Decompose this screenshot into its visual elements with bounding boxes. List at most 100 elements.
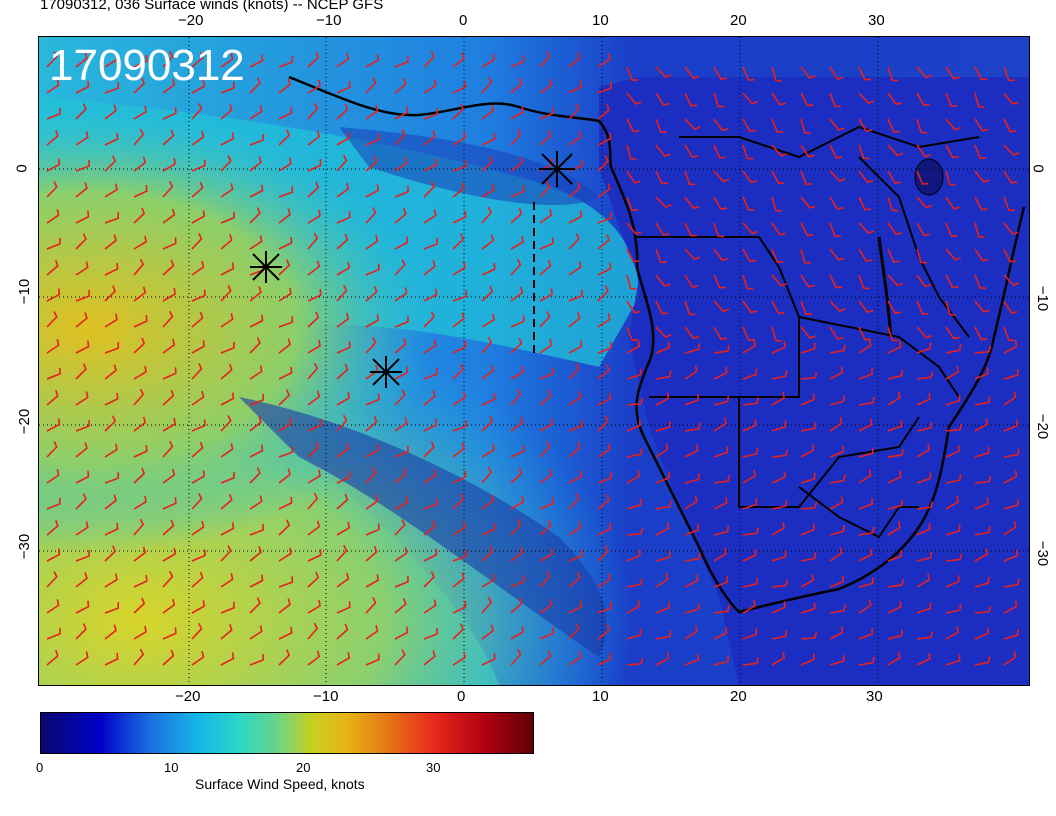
wind-barb (684, 300, 696, 316)
wind-barb (945, 66, 960, 80)
wind-barb (249, 416, 262, 432)
wind-barb (394, 106, 409, 120)
wind-barb (887, 144, 904, 157)
wind-barb (713, 366, 728, 380)
wind-barb (1003, 144, 1020, 157)
wind-barb (423, 130, 436, 146)
wind-barb (452, 600, 467, 614)
wind-barb (858, 526, 875, 536)
wind-barb (133, 337, 146, 354)
wind-barb (684, 170, 696, 186)
wind-barb (742, 527, 760, 536)
wind-barb (365, 285, 378, 302)
wind-barb (249, 467, 261, 484)
wind-barb (133, 648, 145, 666)
wind-barb (858, 326, 871, 341)
wind-barb (945, 524, 961, 536)
wind-barb (539, 259, 552, 276)
wind-barb (46, 260, 59, 276)
wind-barb (829, 525, 845, 536)
wind-barb (684, 365, 698, 380)
wind-barb (278, 576, 294, 588)
wind-barb (713, 395, 730, 406)
wind-barb (887, 66, 899, 82)
wind-barb (655, 421, 671, 432)
wind-barb (104, 234, 117, 250)
wind-barb (742, 469, 756, 484)
wind-barb (597, 155, 609, 172)
wind-barb (75, 182, 88, 198)
wind-barb (423, 650, 436, 666)
wind-barb (974, 66, 988, 81)
wind-barb (1003, 66, 1015, 82)
wind-barb (916, 92, 930, 107)
wind-barb (133, 597, 146, 614)
wind-barb (336, 154, 348, 172)
wind-barb (655, 522, 670, 536)
wind-barb (858, 396, 875, 406)
wind-barb (1003, 470, 1018, 484)
colorbar-tick: 20 (296, 760, 311, 775)
wind-barb (771, 248, 784, 263)
wind-barb (133, 185, 148, 198)
wind-barb (887, 579, 904, 588)
wind-barb (307, 232, 319, 250)
wind-barb (365, 104, 379, 120)
wind-barb (423, 469, 437, 484)
left-lat-label: −10 (16, 278, 34, 305)
wind-barb (568, 103, 580, 120)
wind-barb (1003, 340, 1018, 354)
wind-barb (771, 521, 785, 536)
wind-barb (220, 313, 234, 328)
wind-barb (568, 470, 583, 484)
wind-barb (104, 522, 119, 536)
wind-barb (742, 326, 755, 341)
wind-barb (597, 624, 610, 640)
wind-barb (713, 118, 729, 132)
wind-barb (742, 498, 758, 510)
wind-barb (481, 336, 493, 354)
wind-barb (249, 156, 262, 172)
wind-barb (249, 444, 264, 458)
wind-barb (829, 655, 845, 666)
wind-barb (249, 105, 263, 120)
wind-barb (626, 578, 643, 588)
wind-barb (1003, 170, 1018, 184)
wind-barb (46, 627, 61, 640)
wind-barb (713, 345, 730, 354)
wind-barb (945, 222, 958, 237)
wind-barb (858, 418, 873, 432)
wind-barb (713, 525, 730, 536)
wind-barb (916, 196, 933, 209)
wind-barb (104, 624, 117, 640)
wind-barb (974, 196, 988, 211)
wind-barb (916, 551, 933, 562)
wind-barb (133, 128, 145, 146)
wind-barb (191, 51, 204, 68)
wind-barb (307, 390, 321, 406)
wind-barb (858, 144, 870, 160)
wind-barb (539, 107, 554, 120)
wind-barb (568, 52, 581, 68)
wind-barb (684, 625, 698, 640)
wind-barb (394, 575, 409, 588)
wind-barb (626, 248, 640, 263)
wind-barb (655, 500, 672, 510)
wind-barb (713, 300, 730, 313)
wind-barb (452, 340, 467, 354)
wind-barb (858, 66, 871, 81)
wind-barb (829, 417, 843, 432)
wind-barb (394, 366, 409, 380)
wind-barb (481, 183, 495, 198)
colorbar (40, 712, 534, 754)
wind-barb (104, 313, 118, 328)
wind-barb (568, 261, 582, 276)
wind-barb (394, 338, 407, 354)
wind-barb (423, 158, 438, 172)
wind-barb (974, 627, 989, 640)
asterisk-marker (370, 356, 402, 388)
wind-barb (394, 259, 406, 276)
wind-barb (916, 523, 931, 536)
wind-barb (742, 222, 759, 235)
wind-barb (162, 389, 175, 406)
